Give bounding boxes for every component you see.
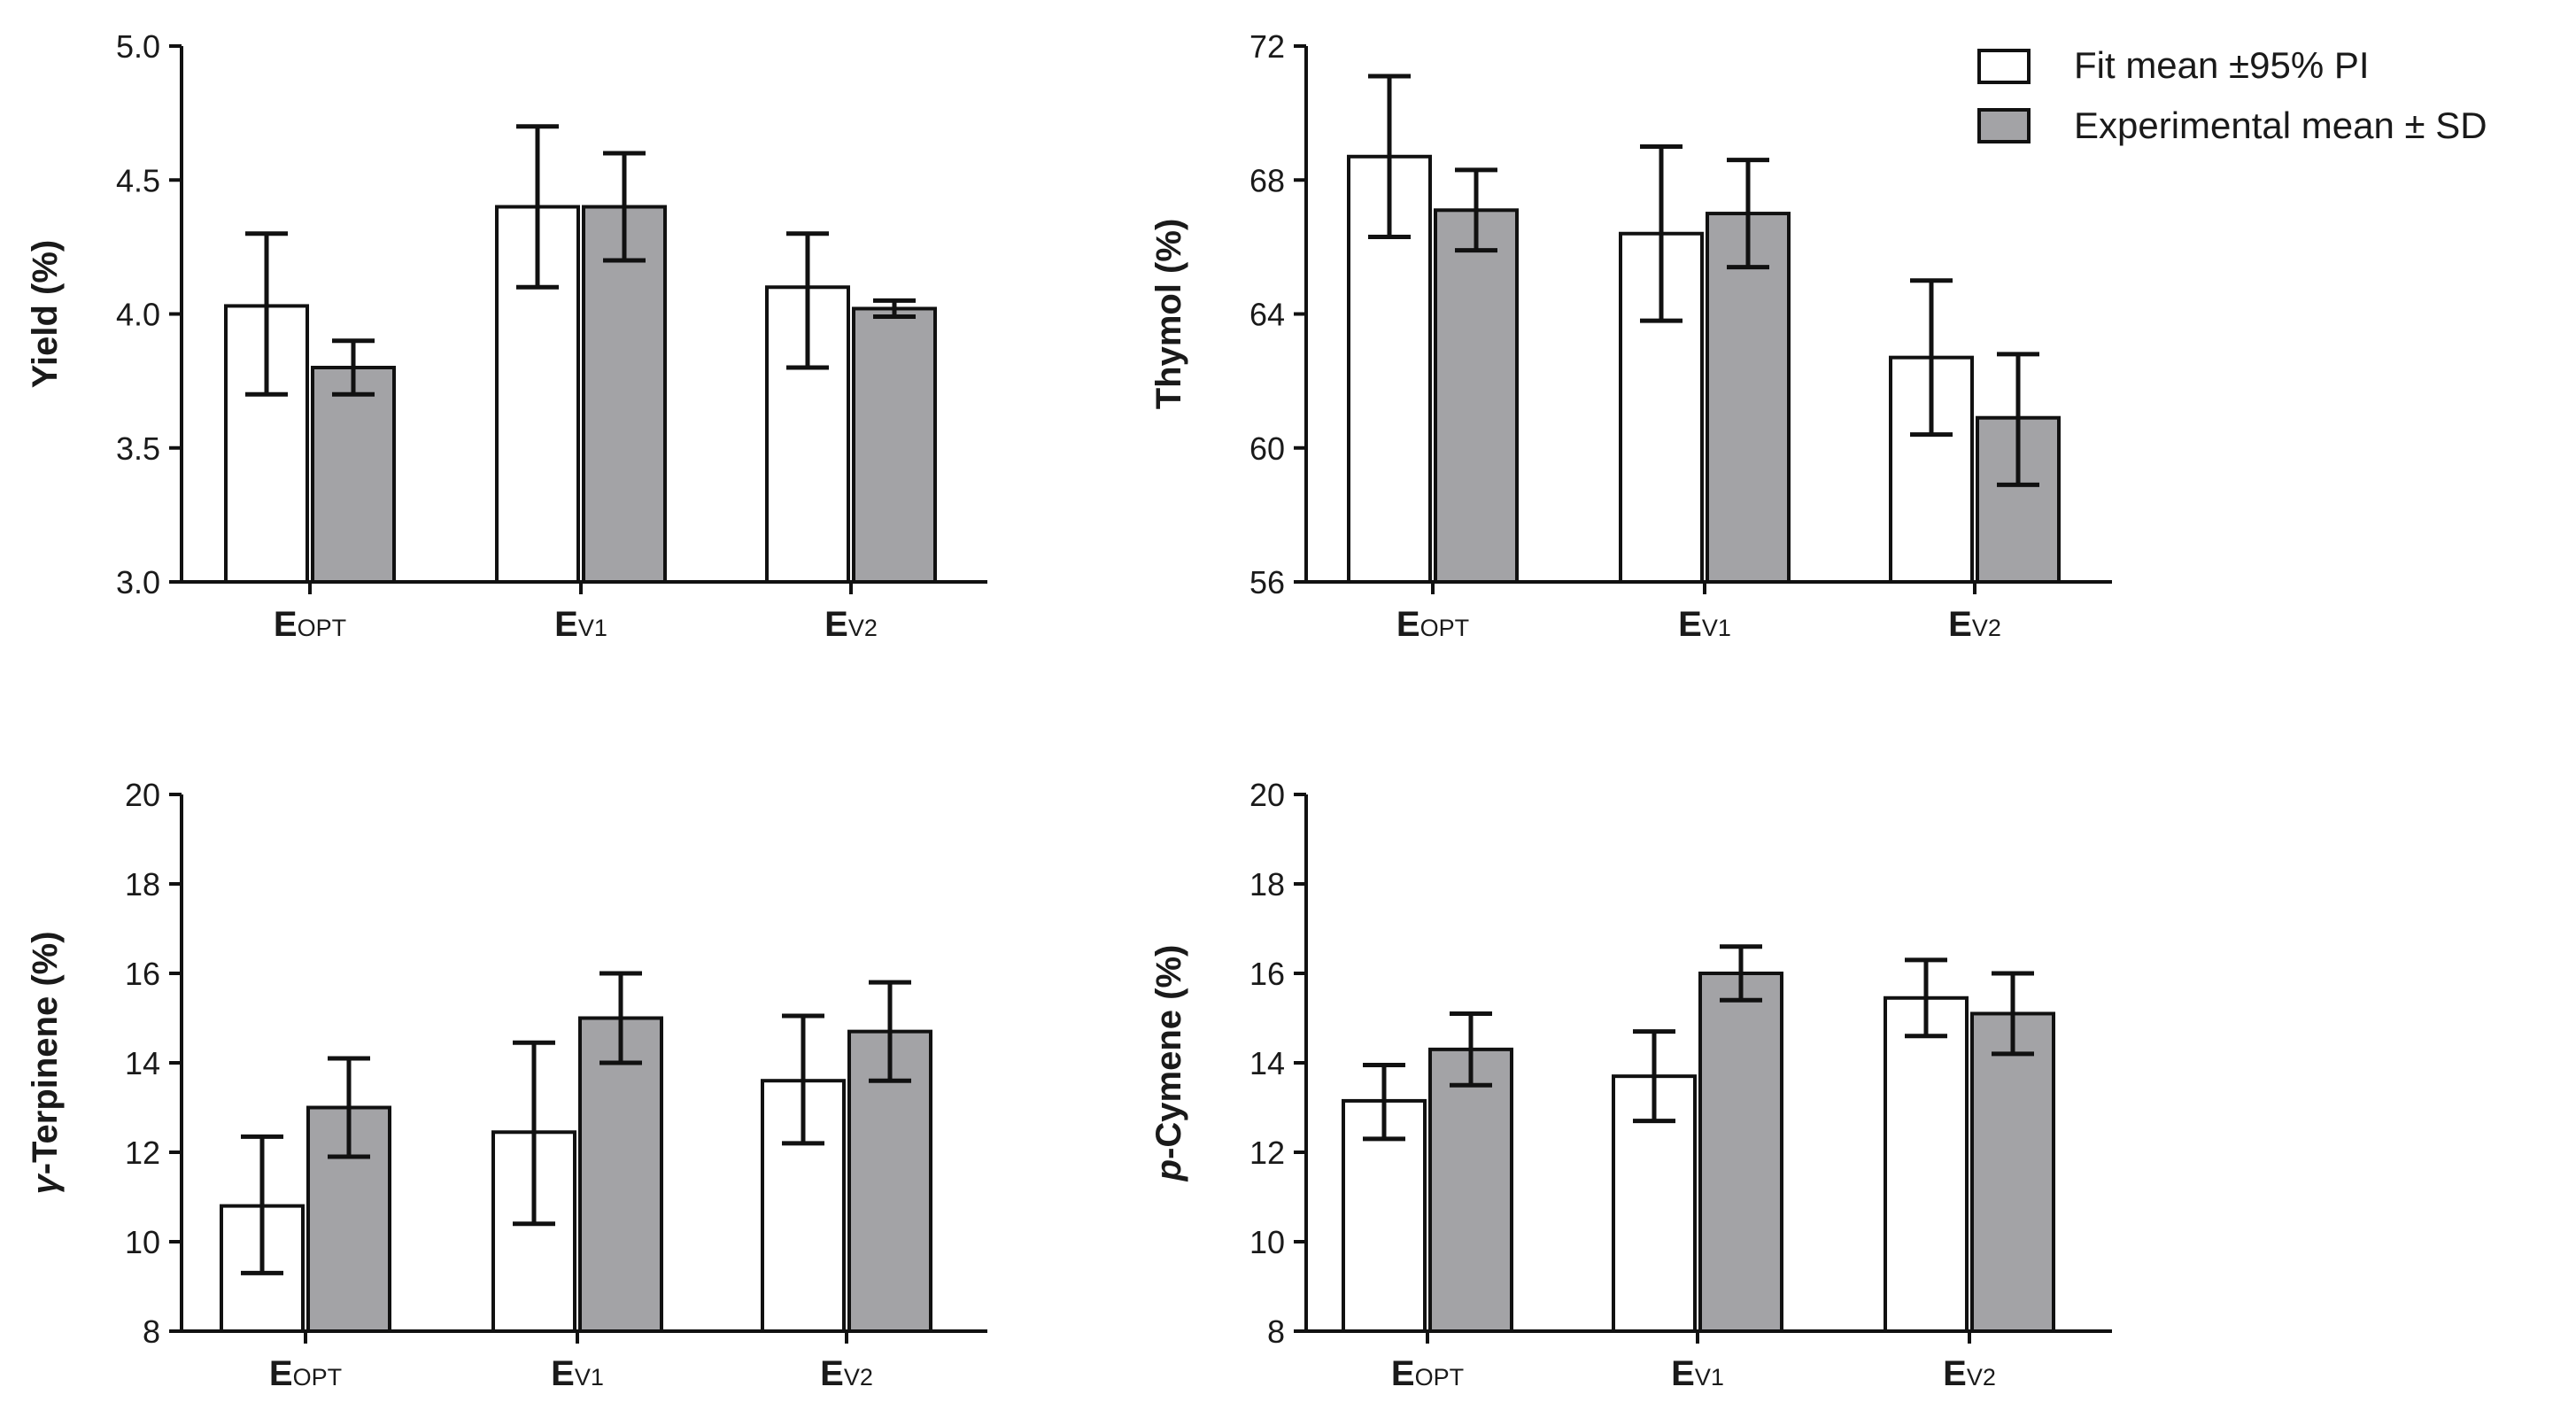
bar-experimental-2 — [1970, 1011, 2055, 1333]
y-tick-label: 4.5 — [116, 162, 160, 198]
bar-experimental-1 — [582, 205, 667, 584]
bar-experimental-2 — [852, 306, 937, 584]
y-tick-label: 16 — [125, 956, 160, 992]
chart-panel-top-left: 3.0 3.5 4.0 4.5 5.0 EOPT EV1 EV2 Yield (%) — [26, 28, 987, 644]
bar-experimental-1 — [578, 1016, 663, 1333]
y-tick-label: 64 — [1249, 297, 1285, 333]
chart-panel-top-right: 56 60 64 68 72 EOPT EV1 EV2 Thymol (%) — [1149, 28, 2112, 644]
x-category-label: EV1 — [554, 605, 607, 644]
x-category-label: EV1 — [1678, 605, 1731, 644]
x-category-label: EOPT — [274, 605, 346, 644]
y-tick-label: 4.0 — [116, 297, 160, 333]
legend: Fit mean ±95% PI Experimental mean ± SD — [1977, 44, 2487, 146]
x-category-label: EOPT — [1391, 1354, 1464, 1393]
y-axis-title: Thymol (%) — [1149, 219, 1188, 410]
bar-experimental-1 — [1698, 972, 1783, 1333]
y-axis-title: γ-Terpinene (%) — [26, 931, 65, 1194]
y-tick-label: 12 — [125, 1135, 160, 1171]
y-tick-label: 72 — [1249, 28, 1285, 65]
x-category-label: EV1 — [1671, 1354, 1724, 1393]
chart-panel-bottom-left: 8 10 12 14 16 18 20 EOPT EV1 EV2 γ-Terpinene (%) — [26, 777, 987, 1393]
y-tick-label: 12 — [1249, 1135, 1285, 1171]
x-category-label: EV1 — [551, 1354, 604, 1393]
y-tick-label: 60 — [1249, 430, 1285, 467]
y-tick-label: 68 — [1249, 162, 1285, 198]
legend-exp-label: Experimental mean ± SD — [2074, 105, 2487, 146]
chart-panel-bottom-right: 8 10 12 14 16 18 20 EOPT EV1 EV2 p-Cymene (%) — [1149, 777, 2112, 1393]
y-tick-label: 14 — [125, 1045, 160, 1081]
x-category-label: EV2 — [1948, 605, 2001, 644]
y-tick-label: 20 — [125, 777, 160, 813]
bar-fit-2 — [1884, 996, 1969, 1334]
x-category-label: EOPT — [1396, 605, 1469, 644]
x-category-label: EV2 — [820, 1354, 873, 1393]
x-category-label: EOPT — [269, 1354, 342, 1393]
chart-panels: 3.0 3.5 4.0 4.5 5.0 EOPT EV1 EV2 Yield (%) 56 60 64… — [26, 28, 2112, 1393]
y-tick-label: 16 — [1249, 956, 1285, 992]
x-category-label: EV2 — [1943, 1354, 1996, 1393]
y-tick-label: 3.5 — [116, 430, 160, 467]
bar-experimental-0 — [311, 366, 396, 584]
y-tick-label: 3.0 — [116, 564, 160, 600]
y-tick-label: 5.0 — [116, 28, 160, 65]
y-tick-label: 10 — [125, 1224, 160, 1260]
y-axis-title: Yield (%) — [26, 240, 65, 388]
bar-experimental-0 — [1428, 1047, 1513, 1333]
y-tick-label: 20 — [1249, 777, 1285, 813]
x-category-label: EV2 — [824, 605, 878, 644]
y-tick-label: 56 — [1249, 564, 1285, 600]
y-axis-title: p-Cymene (%) — [1149, 945, 1188, 1182]
bar-experimental-0 — [1434, 208, 1519, 584]
legend-exp-swatch — [1977, 108, 2031, 143]
y-tick-label: 10 — [1249, 1224, 1285, 1260]
y-tick-label: 14 — [1249, 1045, 1285, 1081]
y-tick-label: 18 — [1249, 866, 1285, 903]
y-tick-label: 8 — [143, 1313, 160, 1350]
y-tick-label: 18 — [125, 866, 160, 903]
legend-fit-swatch — [1977, 49, 2031, 84]
y-tick-label: 8 — [1267, 1313, 1285, 1350]
legend-fit-label: Fit mean ±95% PI — [2074, 44, 2370, 86]
